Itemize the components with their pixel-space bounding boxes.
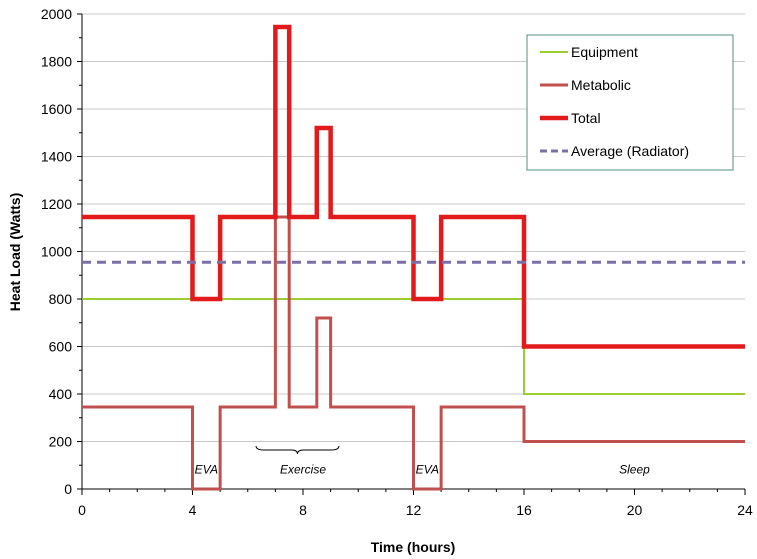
x-axis-ticks: 0 4 8 12 16 20 24	[78, 489, 753, 518]
legend-label: Total	[571, 110, 601, 126]
y-axis-ticks: 0 200 400 600 800 1000 1200 1400 1600 1800 2000	[41, 6, 82, 497]
annotation-label: EVA	[416, 463, 439, 477]
x-tick-label: 16	[516, 502, 532, 518]
annotation-label: EVA	[195, 463, 218, 477]
annotation-label: Exercise	[280, 463, 326, 477]
y-axis-title: Heat Load (Watts)	[7, 193, 23, 311]
annotation-label: Sleep	[619, 463, 650, 477]
legend-label: Equipment	[571, 44, 638, 60]
y-tick-label: 1600	[41, 101, 72, 117]
y-tick-label: 2000	[41, 6, 72, 22]
x-tick-label: 8	[299, 502, 307, 518]
x-tick-label: 0	[78, 502, 86, 518]
y-tick-label: 1000	[41, 244, 72, 260]
exercise-brace	[255, 445, 340, 455]
x-tick-label: 20	[627, 502, 643, 518]
y-tick-label: 1200	[41, 196, 72, 212]
x-tick-label: 24	[737, 502, 753, 518]
y-tick-label: 400	[49, 386, 73, 402]
series-total-line	[82, 24, 745, 349]
series-metabolic-line	[82, 215, 745, 491]
legend-box	[526, 34, 734, 171]
series-lines	[82, 24, 745, 491]
y-tick-label: 1400	[41, 149, 72, 165]
x-axis-title: Time (hours)	[371, 539, 456, 555]
y-tick-label: 0	[64, 481, 72, 497]
annotations: EVA Exercise EVA Sleep	[195, 445, 650, 477]
x-tick-label: 4	[189, 502, 197, 518]
legend: Equipment Metabolic Total Average (Radiator…	[526, 34, 734, 171]
legend-label: Metabolic	[571, 77, 631, 93]
y-tick-label: 800	[49, 291, 73, 307]
y-tick-label: 600	[49, 339, 73, 355]
y-tick-label: 1800	[41, 54, 72, 70]
x-tick-label: 12	[406, 502, 422, 518]
y-tick-label: 200	[49, 434, 73, 450]
legend-label: Average (Radiator)	[571, 143, 689, 159]
